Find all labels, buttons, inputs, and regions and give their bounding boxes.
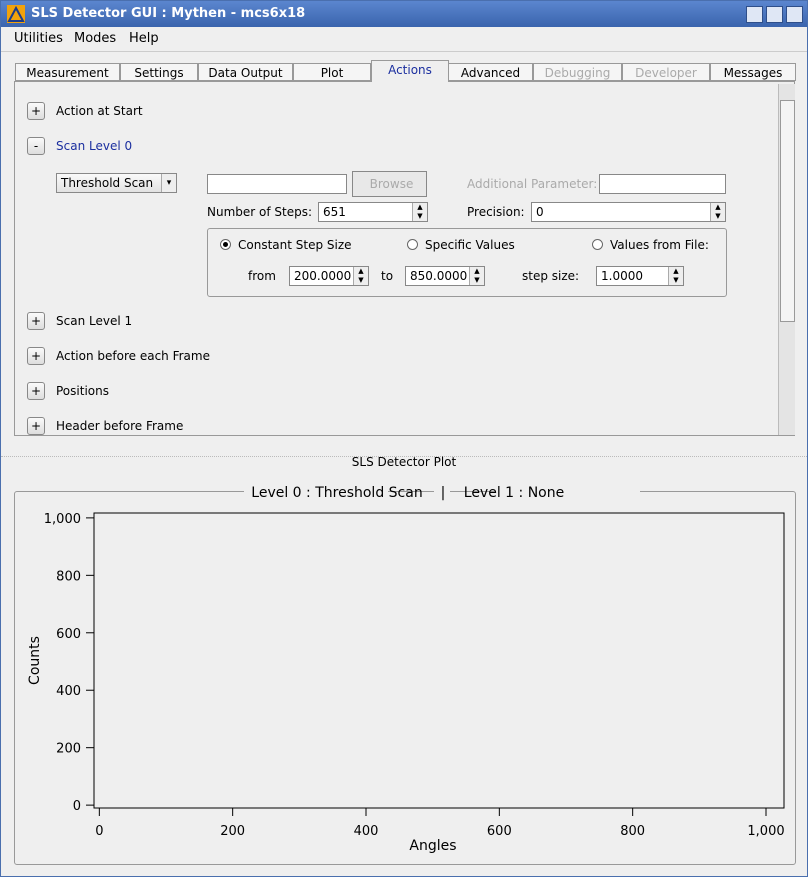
- plot-title: |: [441, 485, 446, 501]
- toggle-button[interactable]: +: [27, 312, 45, 330]
- title-bg: [244, 482, 388, 502]
- precision-field[interactable]: 0 ▲ ▼: [531, 202, 726, 222]
- scan-type-combo[interactable]: Threshold Scan ▾: [56, 173, 177, 193]
- y-tick-label: 400: [56, 684, 81, 699]
- section-label: Positions: [56, 384, 109, 398]
- additional-parameter-label: Additional Parameter:: [467, 177, 598, 191]
- title-bg: [496, 482, 640, 502]
- toggle-button[interactable]: +: [27, 382, 45, 400]
- to-field[interactable]: 850.0000 ▲ ▼: [405, 266, 485, 286]
- file-field[interactable]: [207, 174, 347, 194]
- section-label: Scan Level 0: [56, 139, 133, 153]
- maximize-button[interactable]: [766, 6, 783, 23]
- y-tick-label: 1,000: [44, 512, 81, 527]
- scrollbar[interactable]: [778, 84, 795, 435]
- step-group: [207, 228, 727, 297]
- x-tick-label: 800: [620, 824, 645, 839]
- x-tick-label: 0: [95, 824, 103, 839]
- plot-area: [93, 512, 785, 809]
- y-tick-label: 200: [56, 742, 81, 757]
- x-tick-label: 600: [487, 824, 512, 839]
- tab[interactable]: Messages: [710, 63, 796, 81]
- browse-button: Browse: [352, 171, 427, 197]
- toggle-button[interactable]: -: [27, 137, 45, 155]
- y-axis-label: Counts: [27, 636, 43, 685]
- additional-parameter-field: [599, 174, 726, 194]
- y-tick-label: 0: [73, 799, 81, 814]
- from-field[interactable]: 200.0000 ▲ ▼: [289, 266, 369, 286]
- title-bg: [434, 482, 450, 502]
- x-tick-label: 400: [354, 824, 379, 839]
- step-size-label: step size:: [522, 269, 580, 283]
- toggle-button[interactable]: +: [27, 417, 45, 435]
- combo-arrow[interactable]: ▾: [161, 174, 176, 192]
- spin-buttons[interactable]: ▲ ▼: [710, 203, 725, 221]
- section-label: Scan Level 1: [56, 314, 133, 328]
- scroll-thumb[interactable]: [780, 100, 795, 322]
- tab[interactable]: Data Output: [198, 63, 293, 81]
- tab[interactable]: Actions: [371, 60, 449, 82]
- plot-frame: [14, 491, 796, 865]
- menu-item[interactable]: Help: [129, 31, 159, 46]
- tab[interactable]: Measurement: [15, 63, 120, 81]
- window-title: SLS Detector GUI : Mythen - mcs6x18: [31, 6, 306, 21]
- title-bar: SLS Detector GUI : Mythen - mcs6x18: [1, 1, 807, 27]
- section-label: Header before Frame: [56, 419, 184, 433]
- radio-label[interactable]: Values from File:: [610, 238, 709, 252]
- radio-button[interactable]: [220, 239, 231, 250]
- radio-label[interactable]: Specific Values: [425, 238, 515, 252]
- tab[interactable]: Settings: [120, 63, 198, 81]
- x-tick-label: 1,000: [747, 824, 784, 839]
- radio-button[interactable]: [407, 239, 418, 250]
- section-label: Action before each Frame: [56, 349, 210, 363]
- step-size-field[interactable]: 1.0000 ▲ ▼: [596, 266, 684, 286]
- spin-buttons[interactable]: ▲ ▼: [469, 267, 484, 285]
- tab[interactable]: Advanced: [448, 63, 533, 81]
- minimize-button[interactable]: [746, 6, 763, 23]
- menu-item[interactable]: Modes: [74, 31, 117, 46]
- radio-label[interactable]: Constant Step Size: [238, 238, 352, 252]
- menu-bar: Utilities Modes Help: [1, 27, 807, 52]
- x-axis-label: Angles: [409, 838, 456, 854]
- radio-button[interactable]: [592, 239, 603, 250]
- plot-title: Level 0 : Threshold Scan: [251, 485, 422, 501]
- section-label: Action at Start: [56, 104, 143, 118]
- precision-label: Precision:: [467, 205, 525, 219]
- menu-item[interactable]: Utilities: [14, 31, 63, 46]
- tab[interactable]: Plot: [293, 63, 371, 81]
- plot-title: Level 1 : None: [464, 485, 564, 501]
- spin-buttons[interactable]: ▲ ▼: [353, 267, 368, 285]
- splitter[interactable]: [1, 456, 807, 467]
- app-icon: [7, 5, 25, 23]
- plot-header: SLS Detector Plot: [351, 455, 457, 469]
- steps-label: Number of Steps:: [207, 205, 313, 219]
- steps-field[interactable]: 651 ▲ ▼: [318, 202, 428, 222]
- tab: Debugging: [533, 63, 622, 81]
- plot: Level 0 : Threshold Scan | Level 1 : None 0…: [27, 482, 785, 854]
- from-label: from: [248, 269, 276, 283]
- toggle-button[interactable]: +: [27, 102, 45, 120]
- spin-buttons[interactable]: ▲ ▼: [668, 267, 683, 285]
- close-button[interactable]: [786, 6, 803, 23]
- y-tick-label: 600: [56, 627, 81, 642]
- actions-panel: + Action at Start - Scan Level 0 + Scan Level…: [14, 81, 795, 436]
- tab: Developer: [622, 63, 710, 81]
- toggle-button[interactable]: +: [27, 347, 45, 365]
- y-tick-label: 800: [56, 569, 81, 584]
- x-tick-label: 200: [220, 824, 245, 839]
- spin-buttons[interactable]: ▲ ▼: [412, 203, 427, 221]
- to-label: to: [381, 269, 394, 283]
